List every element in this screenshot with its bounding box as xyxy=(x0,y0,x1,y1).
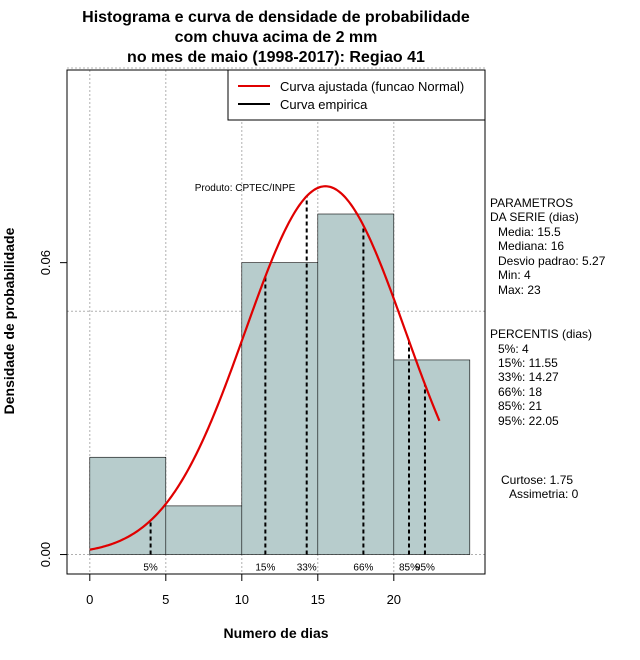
percentile-label-2: 33% xyxy=(297,563,317,574)
percentile-labels: 5% 15% 33% 66% 85%95% xyxy=(143,563,435,574)
product-label: Produto: CPTEC/INPE xyxy=(195,183,296,194)
x-tick-label-20: 20 xyxy=(387,592,401,607)
chart-title-line-2: com chuva acima de 2 mm xyxy=(175,29,378,46)
legend-fitted-label: Curva ajustada (funcao Normal) xyxy=(280,79,464,94)
curve-layer xyxy=(89,185,441,551)
percentile-label-5: 95% xyxy=(415,563,435,574)
x-tick-label-5: 5 xyxy=(162,592,169,607)
bars xyxy=(89,213,471,555)
param-media: Media: 15.5 xyxy=(498,225,561,239)
histogram-bar-3 xyxy=(317,213,395,555)
percentis-panel: PERCENTIS (dias) 5%: 4 15%: 11.55 33%: 1… xyxy=(490,327,592,428)
params-title-1: PARAMETROS xyxy=(490,196,573,210)
y-axis-title: Densidade de probabilidade xyxy=(1,227,17,414)
percentil-5: 5%: 4 xyxy=(498,342,529,356)
assimetria: Assimetria: 0 xyxy=(509,487,579,501)
param-mediana: Mediana: 16 xyxy=(498,239,564,253)
legend: Curva ajustada (funcao Normal) Curva emp… xyxy=(227,69,486,121)
x-tick-label-10: 10 xyxy=(235,592,249,607)
series-parameters-panel: PARAMETROS DA SERIE (dias) Media: 15.5 M… xyxy=(490,196,606,297)
curtose: Curtose: 1.75 xyxy=(501,473,573,487)
params-title-2: DA SERIE (dias) xyxy=(490,210,579,224)
percentil-33: 33%: 14.27 xyxy=(498,370,559,384)
y-tick-label-0: 0.00 xyxy=(38,542,53,567)
chart-title-line-1: Histograma e curva de densidade de proba… xyxy=(82,9,470,26)
percentis-title: PERCENTIS (dias) xyxy=(490,327,592,341)
percentil-15: 15%: 11.55 xyxy=(498,356,558,370)
histogram-bar-1 xyxy=(165,505,243,555)
param-desvio: Desvio padrao: 5.27 xyxy=(498,254,606,268)
legend-empirical-label: Curva empirica xyxy=(280,97,368,112)
histogram-bar-4 xyxy=(393,359,471,555)
x-tick-label-0: 0 xyxy=(86,592,93,607)
percentile-label-1: 15% xyxy=(255,563,275,574)
x-axis-title: Numero de dias xyxy=(223,625,328,641)
y-axis: 0.00 0.06 xyxy=(38,250,68,567)
percentile-label-4: 85% xyxy=(399,563,419,574)
histogram-bar-2 xyxy=(241,262,319,555)
normal-curve-line xyxy=(89,185,441,551)
percentile-label-0: 5% xyxy=(143,563,158,574)
x-tick-label-15: 15 xyxy=(311,592,325,607)
y-tick-label-1: 0.06 xyxy=(38,250,53,275)
percentil-66: 66%: 18 xyxy=(498,385,542,399)
percentile-label-3: 66% xyxy=(353,563,373,574)
histogram-bar-0 xyxy=(89,456,167,555)
percentil-95: 95%: 22.05 xyxy=(498,414,559,428)
chart-title-line-3: no mes de maio (1998-2017): Regiao 41 xyxy=(127,49,425,66)
legend-box xyxy=(227,69,486,121)
x-axis: 0 5 10 15 20 xyxy=(86,573,401,607)
percentil-85: 85%: 21 xyxy=(498,399,542,413)
percentile-lines xyxy=(149,196,426,555)
param-max: Max: 23 xyxy=(498,283,541,297)
param-min: Min: 4 xyxy=(498,268,531,282)
